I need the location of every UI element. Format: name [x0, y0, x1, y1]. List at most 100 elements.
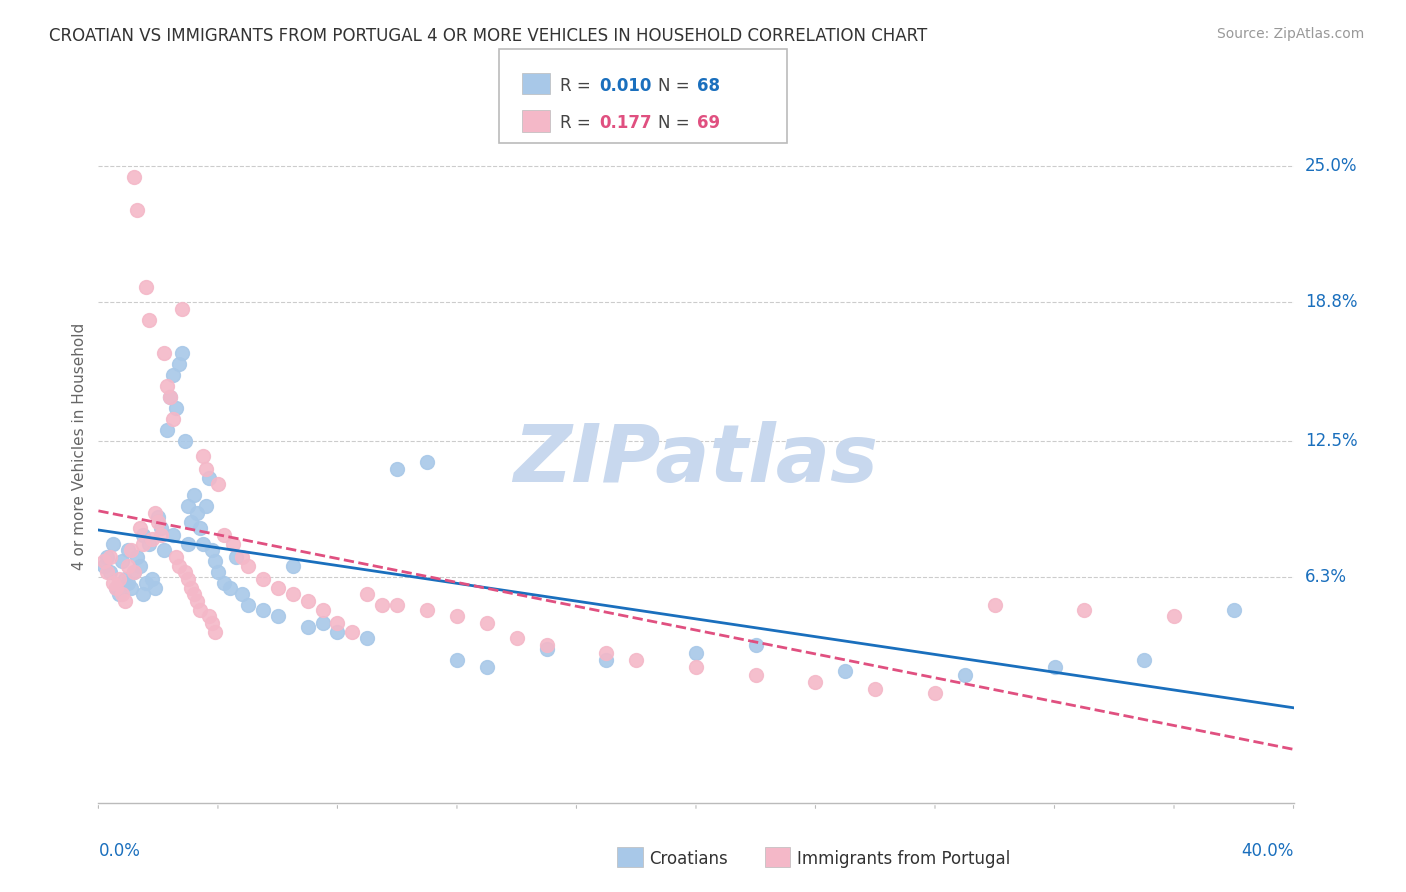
Point: [174, 566, 197, 580]
Point: [129, 521, 152, 535]
Point: [231, 587, 253, 601]
Point: [506, 631, 529, 645]
Point: [219, 581, 242, 595]
Point: [114, 594, 136, 608]
Point: [156, 378, 179, 392]
Text: 6.3%: 6.3%: [1305, 567, 1347, 586]
Point: [236, 598, 259, 612]
Point: [180, 581, 202, 595]
Point: [127, 202, 149, 217]
Point: [207, 477, 229, 491]
Text: 0.010: 0.010: [599, 77, 651, 95]
Point: [162, 411, 184, 425]
Point: [356, 631, 378, 645]
Point: [105, 581, 128, 595]
Point: [138, 312, 160, 326]
Point: [153, 543, 176, 558]
Y-axis label: 4 or more Vehicles in Household: 4 or more Vehicles in Household: [72, 322, 87, 570]
Point: [207, 566, 229, 580]
Point: [834, 664, 856, 678]
Point: [148, 510, 170, 524]
Text: Immigrants from Portugal: Immigrants from Portugal: [797, 850, 1011, 868]
Point: [111, 587, 134, 601]
Point: [595, 647, 617, 661]
Point: [191, 537, 214, 551]
Point: [135, 576, 157, 591]
Point: [191, 449, 214, 463]
Point: [117, 558, 139, 573]
Point: [252, 572, 274, 586]
Point: [93, 558, 115, 573]
Point: [201, 543, 224, 558]
Point: [186, 594, 208, 608]
Text: CROATIAN VS IMMIGRANTS FROM PORTUGAL 4 OR MORE VEHICLES IN HOUSEHOLD CORRELATION: CROATIAN VS IMMIGRANTS FROM PORTUGAL 4 O…: [49, 27, 928, 45]
Point: [165, 401, 187, 415]
Point: [984, 598, 1007, 612]
Point: [162, 528, 184, 542]
Point: [180, 515, 202, 529]
Point: [231, 549, 253, 564]
Text: Croatians: Croatians: [650, 850, 728, 868]
Point: [105, 581, 128, 595]
Point: [953, 668, 976, 682]
Point: [204, 624, 226, 639]
Text: R =: R =: [560, 77, 596, 95]
Point: [117, 543, 139, 558]
Point: [297, 594, 319, 608]
Point: [236, 558, 259, 573]
Point: [201, 615, 224, 630]
Point: [162, 368, 184, 382]
Point: [267, 581, 290, 595]
Point: [143, 581, 166, 595]
Point: [536, 638, 558, 652]
Point: [117, 576, 139, 591]
Point: [98, 566, 122, 580]
Point: [135, 280, 157, 294]
Point: [326, 615, 349, 630]
Point: [150, 528, 173, 542]
Point: [198, 609, 221, 624]
Text: N =: N =: [658, 77, 695, 95]
Text: R =: R =: [560, 114, 596, 132]
Point: [93, 554, 115, 568]
Point: [212, 528, 235, 542]
Point: [475, 615, 498, 630]
Point: [311, 615, 333, 630]
Point: [159, 390, 181, 404]
Point: [1223, 602, 1246, 616]
Point: [311, 602, 333, 616]
Point: [124, 169, 146, 184]
Point: [177, 537, 200, 551]
Point: [416, 602, 439, 616]
Point: [138, 537, 160, 551]
Text: 40.0%: 40.0%: [1241, 842, 1294, 860]
Point: [132, 528, 155, 542]
Point: [188, 602, 211, 616]
Point: [141, 533, 163, 547]
Point: [475, 659, 498, 673]
Point: [281, 558, 304, 573]
Point: [186, 506, 208, 520]
Point: [446, 609, 468, 624]
Text: 0.177: 0.177: [599, 114, 651, 132]
Point: [385, 462, 409, 476]
Point: [195, 462, 218, 476]
Point: [195, 500, 218, 514]
Point: [356, 587, 378, 601]
Point: [342, 624, 364, 639]
Point: [183, 488, 205, 502]
Point: [98, 549, 122, 564]
Text: 25.0%: 25.0%: [1305, 157, 1357, 175]
Point: [626, 653, 648, 667]
Point: [595, 653, 617, 667]
Point: [177, 572, 200, 586]
Point: [167, 357, 190, 371]
Point: [114, 572, 136, 586]
Point: [156, 423, 179, 437]
Point: [685, 659, 707, 673]
Point: [416, 455, 439, 469]
Text: 69: 69: [697, 114, 720, 132]
Point: [183, 587, 205, 601]
Point: [124, 566, 146, 580]
Point: [222, 537, 245, 551]
